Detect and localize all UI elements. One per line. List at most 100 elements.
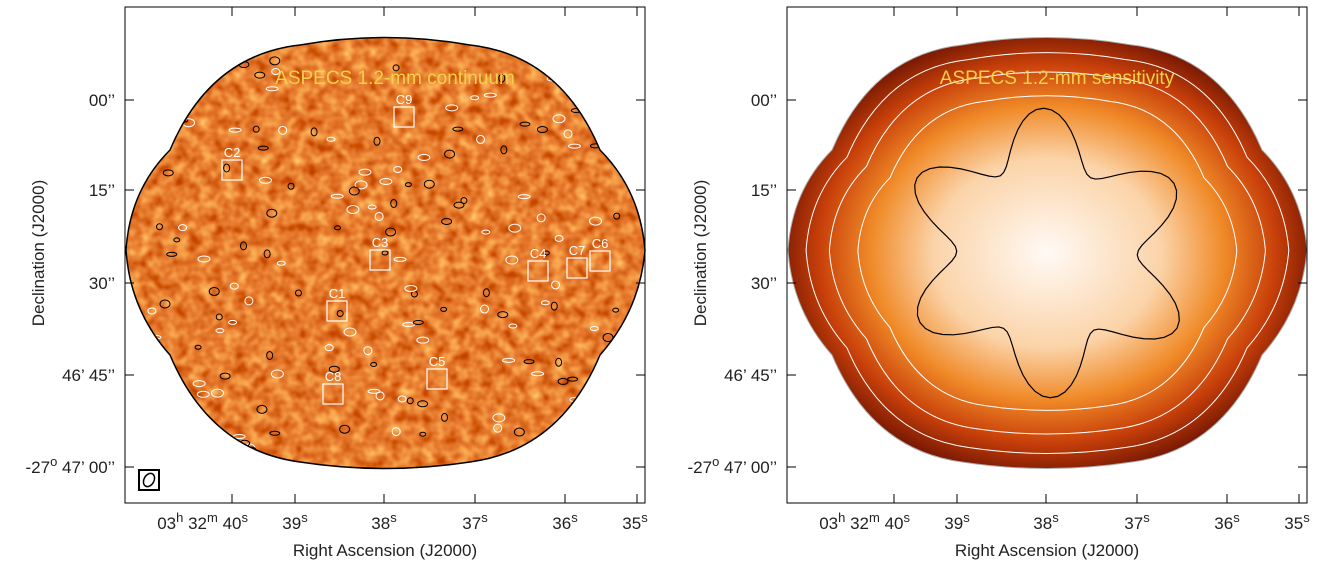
tick-sup: o	[50, 454, 57, 469]
contour	[508, 223, 522, 233]
contour	[155, 100, 165, 110]
contour	[263, 249, 271, 259]
contour	[914, 107, 1180, 399]
contour	[441, 412, 449, 422]
tick-text: 03	[157, 514, 176, 533]
contour	[374, 211, 384, 221]
contour	[546, 66, 560, 74]
contour	[417, 400, 429, 408]
tick-text: -27	[688, 458, 713, 477]
y-tick-label: 15’’	[751, 181, 777, 200]
tick-text: 40	[218, 514, 242, 533]
contour	[615, 64, 629, 74]
tick-text: 39	[282, 514, 301, 533]
contour	[381, 250, 389, 256]
contour	[269, 56, 281, 66]
tick-text: 36	[552, 514, 571, 533]
x-tick-label: 03h 32m 40s	[157, 510, 248, 534]
contour	[196, 390, 210, 398]
contour	[166, 251, 178, 257]
tick-text: 00’’	[751, 91, 777, 110]
source-box	[589, 250, 611, 272]
contour	[417, 153, 431, 161]
contour	[589, 216, 603, 226]
contour	[857, 95, 1238, 411]
y-tick-label: 46’ 45’’	[62, 366, 115, 385]
tick-text: 47’ 00’’	[57, 458, 115, 477]
contour	[493, 423, 503, 433]
source-label: C1	[329, 286, 346, 301]
contour	[517, 194, 531, 200]
contour	[367, 388, 381, 394]
source-label: C4	[530, 246, 547, 261]
panel-title: ASPECS 1.2-mm continuum	[275, 68, 515, 89]
sensitivity-map	[787, 37, 1308, 469]
contour	[500, 145, 508, 155]
contour	[269, 430, 281, 436]
map-edge	[125, 36, 646, 470]
contour	[441, 217, 453, 225]
contour	[252, 125, 260, 133]
tick-sup: h	[176, 510, 183, 525]
source-label: C6	[592, 236, 609, 251]
source-box	[326, 300, 348, 322]
source-box	[527, 260, 549, 282]
contour	[265, 86, 279, 92]
contour	[563, 129, 573, 139]
tick-sup: s	[571, 510, 578, 525]
contour	[339, 424, 351, 434]
contour	[482, 288, 490, 298]
x-tick-label: 36s	[552, 510, 578, 534]
contour	[523, 51, 535, 57]
contour	[828, 71, 1266, 435]
tick-sup: s	[1052, 510, 1059, 525]
tick-text: 47’ 00’’	[719, 458, 777, 477]
contour	[611, 361, 625, 367]
contour	[589, 325, 599, 331]
contour	[453, 201, 465, 209]
contour	[162, 169, 174, 177]
tick-sup: s	[1233, 510, 1240, 525]
contour	[223, 163, 231, 173]
contour	[452, 126, 464, 132]
frame	[786, 6, 1308, 504]
contour	[505, 255, 519, 265]
contour	[598, 396, 608, 404]
tick-text: -27	[26, 458, 51, 477]
contour	[393, 165, 403, 173]
tick-text: 35	[622, 514, 641, 533]
x-tick-label: 35s	[1284, 510, 1310, 534]
tick-text: 37	[1124, 514, 1143, 533]
contour	[476, 134, 486, 144]
x-tick-label: 03h 32m 40s	[819, 510, 910, 534]
tick-sup: s	[641, 510, 648, 525]
contour	[191, 436, 199, 442]
tick-text: 15’’	[751, 181, 777, 200]
contour	[187, 89, 195, 97]
contour	[192, 380, 206, 388]
tick-text: 46’ 45’’	[724, 366, 777, 385]
contour	[393, 256, 407, 262]
contour	[370, 361, 378, 367]
contour	[419, 431, 427, 437]
contour	[440, 306, 448, 312]
contour	[612, 411, 626, 419]
tick-text: 39	[944, 514, 963, 533]
source-label: C8	[325, 369, 342, 384]
contour	[480, 304, 490, 314]
tick-text: 32	[845, 514, 869, 533]
y-tick-label: 00’’	[751, 91, 777, 110]
contour	[219, 372, 231, 380]
contour	[552, 114, 566, 124]
contour	[497, 311, 509, 319]
contour	[147, 307, 157, 315]
contour	[397, 395, 407, 403]
contour	[228, 319, 238, 325]
contour	[554, 234, 564, 242]
contour	[276, 260, 286, 266]
x-tick-label: 39s	[944, 510, 970, 534]
tick-text: 15’’	[89, 181, 115, 200]
tick-sup: s	[904, 510, 911, 525]
x-axis-label: Right Ascension (J2000)	[293, 541, 477, 560]
